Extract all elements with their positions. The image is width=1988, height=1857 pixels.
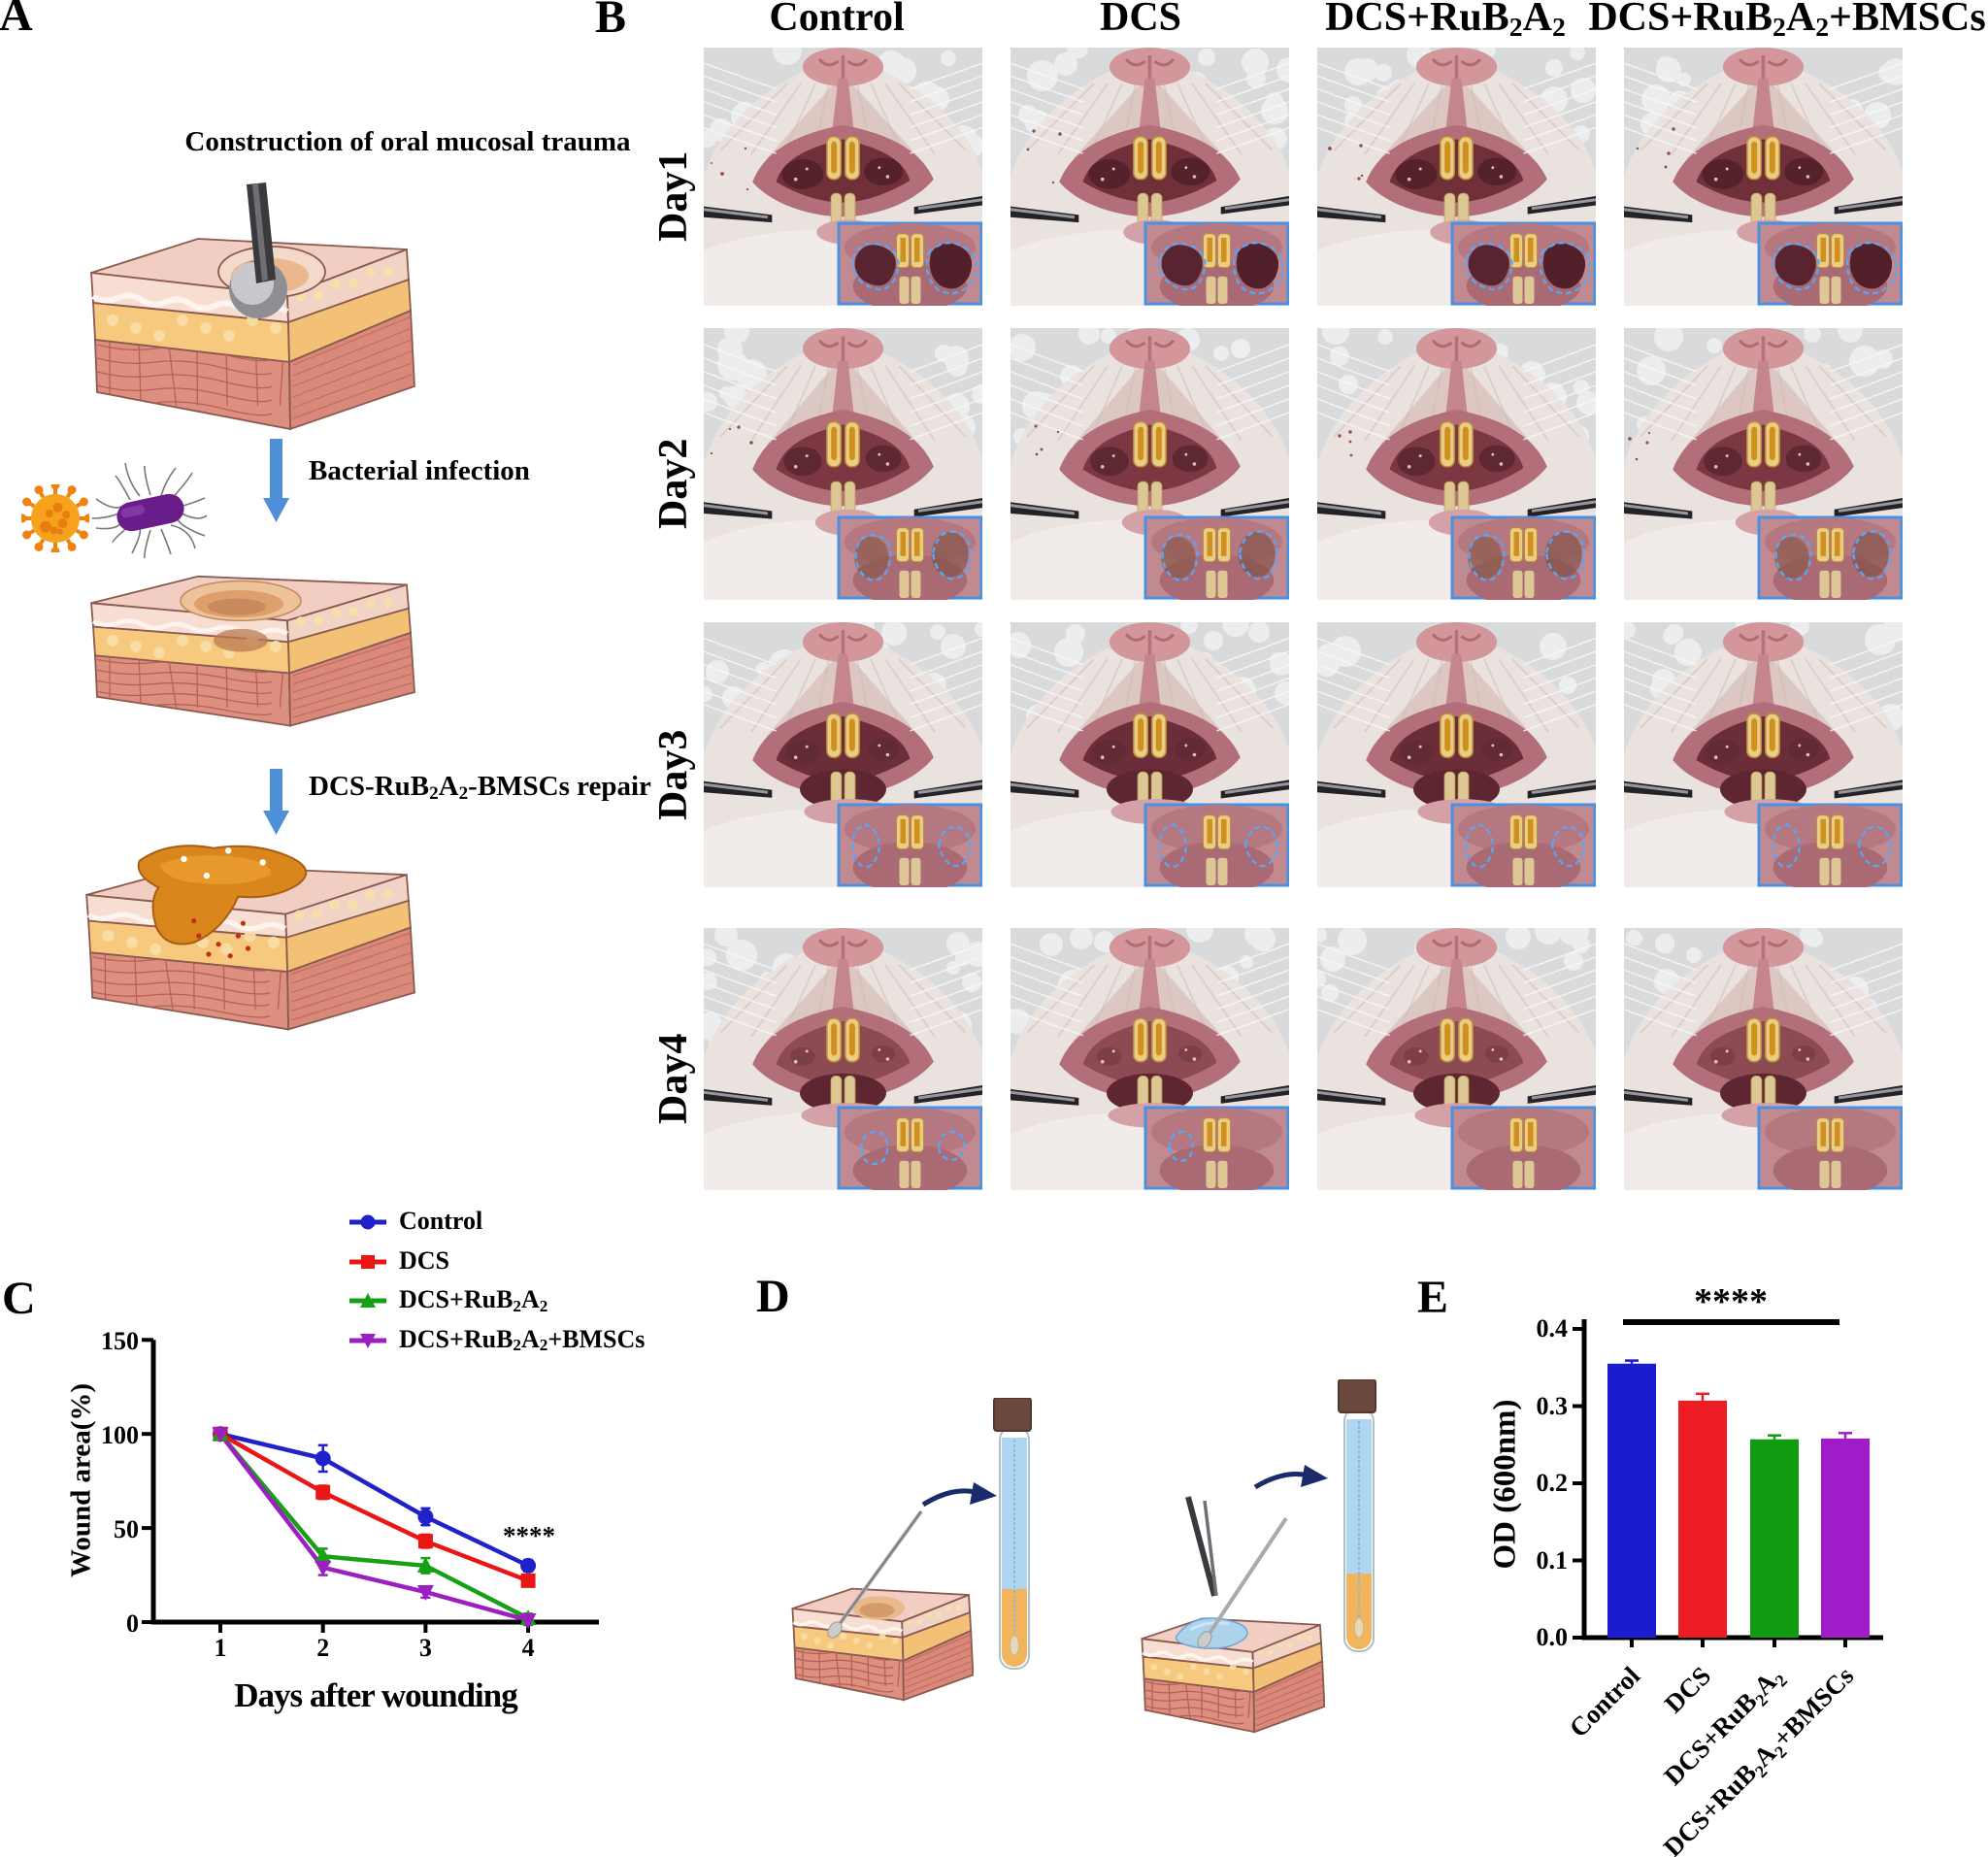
svg-text:DCS: DCS: [1659, 1661, 1716, 1718]
svg-text:Control: Control: [1564, 1661, 1646, 1743]
